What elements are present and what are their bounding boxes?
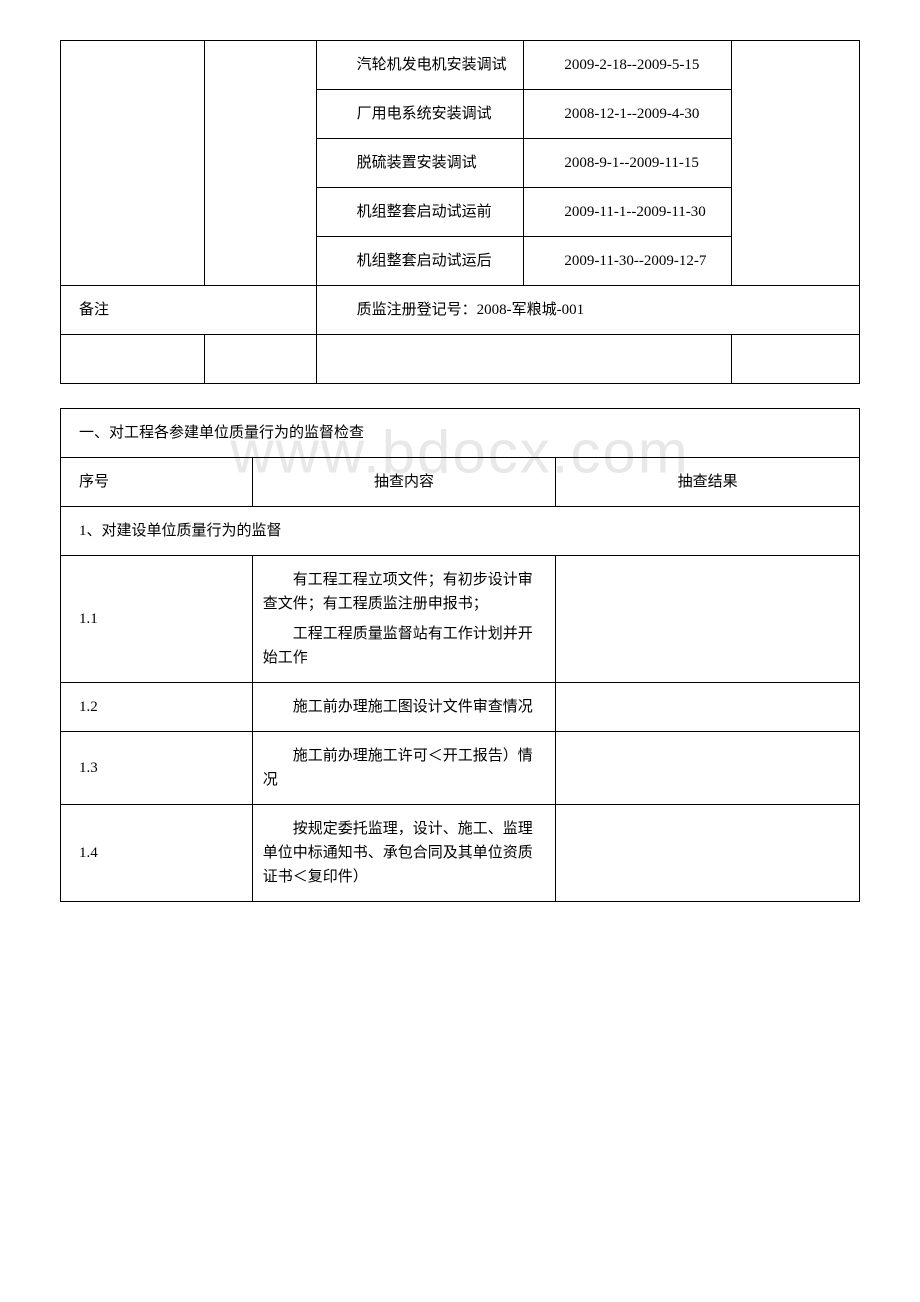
empty-cell [61,335,205,384]
table-row: 1.1 有工程工程立项文件；有初步设计审查文件；有工程质监注册申报书； 工程工程… [61,556,860,683]
content-cell: 按规定委托监理，设计、施工、监理单位中标通知书、承包合同及其单位资质证书＜复印件… [252,805,556,902]
empty-row [61,335,860,384]
table-row: 1.2 施工前办理施工图设计文件审查情况 [61,683,860,732]
schedule-date-cell: 2008-12-1--2009-4-30 [524,90,732,139]
empty-cell [204,335,316,384]
schedule-table: 汽轮机发电机安装调试 2009-2-18--2009-5-15 厂用电系统安装调… [60,40,860,384]
subsection-cell: 1、对建设单位质量行为的监督 [61,507,860,556]
table-row: 汽轮机发电机安装调试 2009-2-18--2009-5-15 [61,41,860,90]
result-cell [556,805,860,902]
header-result: 抽查结果 [556,458,860,507]
content-cell: 施工前办理施工图设计文件审查情况 [252,683,556,732]
inspection-table: 一、对工程各参建单位质量行为的监督检查 序号 抽查内容 抽查结果 1、对建设单位… [60,408,860,902]
schedule-blank-cell [732,41,860,286]
content-cell: 有工程工程立项文件；有初步设计审查文件；有工程质监注册申报书； 工程工程质量监督… [252,556,556,683]
seq-cell: 1.3 [61,732,253,805]
header-content: 抽查内容 [252,458,556,507]
section-title-row: 一、对工程各参建单位质量行为的监督检查 [61,409,860,458]
remark-row: 备注 质监注册登记号：2008-军粮城-001 [61,286,860,335]
empty-cell [732,335,860,384]
remark-value-cell: 质监注册登记号：2008-军粮城-001 [316,286,859,335]
remark-label-cell: 备注 [61,286,317,335]
header-seq: 序号 [61,458,253,507]
content-cell: 施工前办理施工许可＜开工报告）情况 [252,732,556,805]
schedule-date-cell: 2008-9-1--2009-11-15 [524,139,732,188]
table-row: 1.3 施工前办理施工许可＜开工报告）情况 [61,732,860,805]
row-label-cell [61,41,205,286]
result-cell [556,556,860,683]
schedule-date-cell: 2009-2-18--2009-5-15 [524,41,732,90]
seq-cell: 1.2 [61,683,253,732]
table-row: 1.4 按规定委托监理，设计、施工、监理单位中标通知书、承包合同及其单位资质证书… [61,805,860,902]
schedule-item-cell: 机组整套启动试运前 [316,188,524,237]
schedule-item-cell: 厂用电系统安装调试 [316,90,524,139]
seq-cell: 1.4 [61,805,253,902]
schedule-item-cell: 脱硫装置安装调试 [316,139,524,188]
schedule-item-cell: 汽轮机发电机安装调试 [316,41,524,90]
section-title-cell: 一、对工程各参建单位质量行为的监督检查 [61,409,860,458]
result-cell [556,683,860,732]
subsection-row: 1、对建设单位质量行为的监督 [61,507,860,556]
seq-cell: 1.1 [61,556,253,683]
schedule-item-cell: 机组整套启动试运后 [316,237,524,286]
empty-cell [316,335,731,384]
schedule-date-cell: 2009-11-1--2009-11-30 [524,188,732,237]
schedule-date-cell: 2009-11-30--2009-12-7 [524,237,732,286]
row-sublabel-cell [204,41,316,286]
header-row: 序号 抽查内容 抽查结果 [61,458,860,507]
result-cell [556,732,860,805]
